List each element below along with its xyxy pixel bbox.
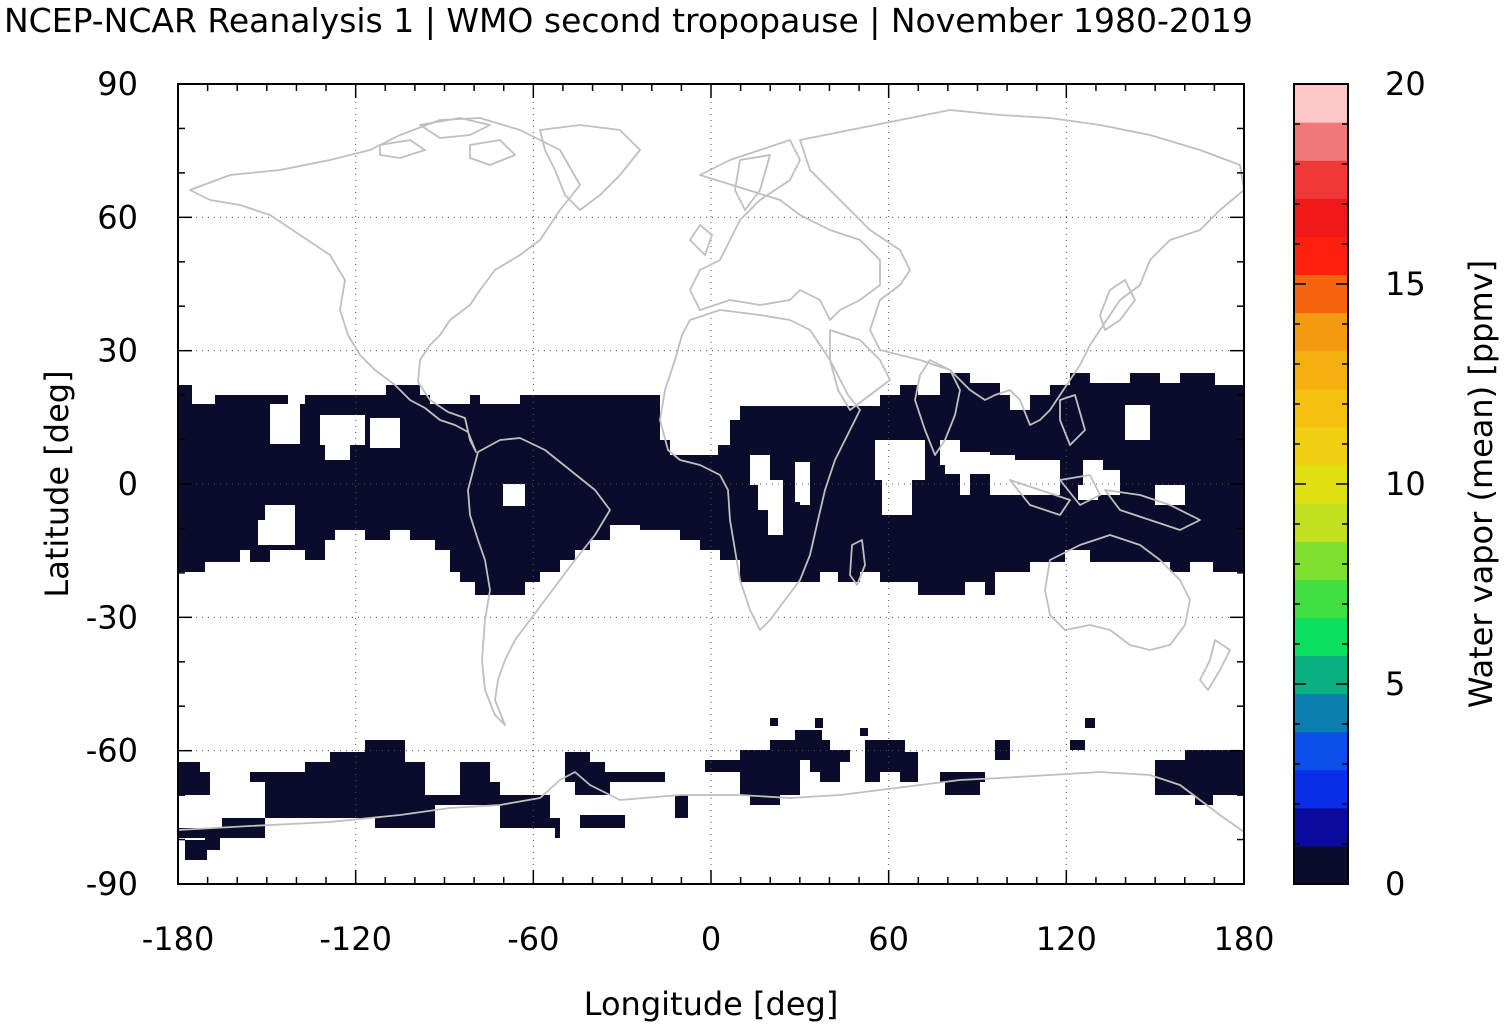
x-tick-label: -60 [507,920,559,958]
colorbar-tick-label: 20 [1385,65,1426,103]
axis-ticks [177,83,1245,885]
colorbar-segment [1294,426,1348,466]
coast-india [914,359,961,456]
y-axis-label: Latitude [deg] [38,370,76,597]
x-tick-labels: -180 -120 -60 0 60 120 180 [142,920,1275,958]
colorbar-segment [1294,122,1348,161]
coast-antarctica [178,771,1244,833]
colorbar-segment [1294,541,1348,580]
coast-scandinavia [689,154,771,256]
colorbar-segment [1294,198,1348,237]
colorbar-segment [1294,350,1348,390]
colorbar-segment [1294,807,1348,847]
colorbar-segment [1294,769,1348,809]
coast-australia [1044,534,1191,651]
colorbar-tick-labels: 0 5 10 15 20 [1385,65,1426,903]
colorbar-segment [1294,388,1348,428]
coast-south-america [467,437,611,726]
y-tick-label: 60 [97,198,138,236]
coast-japan [1099,279,1136,331]
y-tick-label: -30 [86,598,138,636]
colorbar-label: Water vapor (mean) [ppmv] [1462,260,1500,708]
colorbar-segment [1294,731,1348,771]
x-tick-label: 180 [1213,920,1274,958]
coast-asia [799,109,1244,426]
colorbar-tick-label: 5 [1385,665,1405,703]
coast-europe [689,139,881,321]
colorbar-ticks [1294,83,1348,885]
colorbar-segment [1294,236,1348,276]
colorbar [1294,84,1348,885]
tropical-band-cells [178,373,1244,595]
colorbar-segment [1294,655,1348,695]
coast-arabia [829,329,891,411]
colorbar-segment [1294,160,1348,199]
x-tick-label: 120 [1036,920,1097,958]
y-tick-label: 0 [118,465,138,503]
y-tick-label: 30 [97,332,138,370]
coast-new-zealand [1199,639,1231,691]
colorbar-segment [1294,312,1348,352]
colorbar-segment [1294,845,1348,885]
coast-north-america [189,117,581,453]
y-tick-label: 90 [97,65,138,103]
y-tick-labels: 90 60 30 0 -30 -60 -90 [86,65,138,903]
colorbar-tick-label: 10 [1385,465,1426,503]
colorbar-tick-label: 15 [1385,265,1426,303]
colorbar-segment [1294,579,1348,618]
colorbar-segment [1294,693,1348,733]
x-tick-label: -120 [319,920,392,958]
coast-greenland [539,124,641,211]
chart-title: NCEP-NCAR Reanalysis 1 | WMO second trop… [4,1,1253,40]
x-axis-label: Longitude [deg] [584,985,839,1023]
grid-lines [178,84,1244,884]
coast-madagascar [849,539,866,586]
coastlines [178,109,1244,833]
coast-indonesia [1009,394,1201,531]
y-tick-label: -60 [86,732,138,770]
y-tick-label: -90 [86,865,138,903]
southern-band-cells [178,718,1244,860]
data-cells [178,373,1244,595]
colorbar-segment [1294,84,1348,123]
x-tick-label: 0 [701,920,721,958]
colorbar-segment [1294,274,1348,314]
coast-arctic-islands [379,117,516,166]
colorbar-segment [1294,617,1348,657]
x-tick-label: -180 [142,920,215,958]
colorbar-tick-label: 0 [1385,865,1405,903]
colorbar-segment [1294,503,1348,542]
x-tick-label: 60 [868,920,909,958]
